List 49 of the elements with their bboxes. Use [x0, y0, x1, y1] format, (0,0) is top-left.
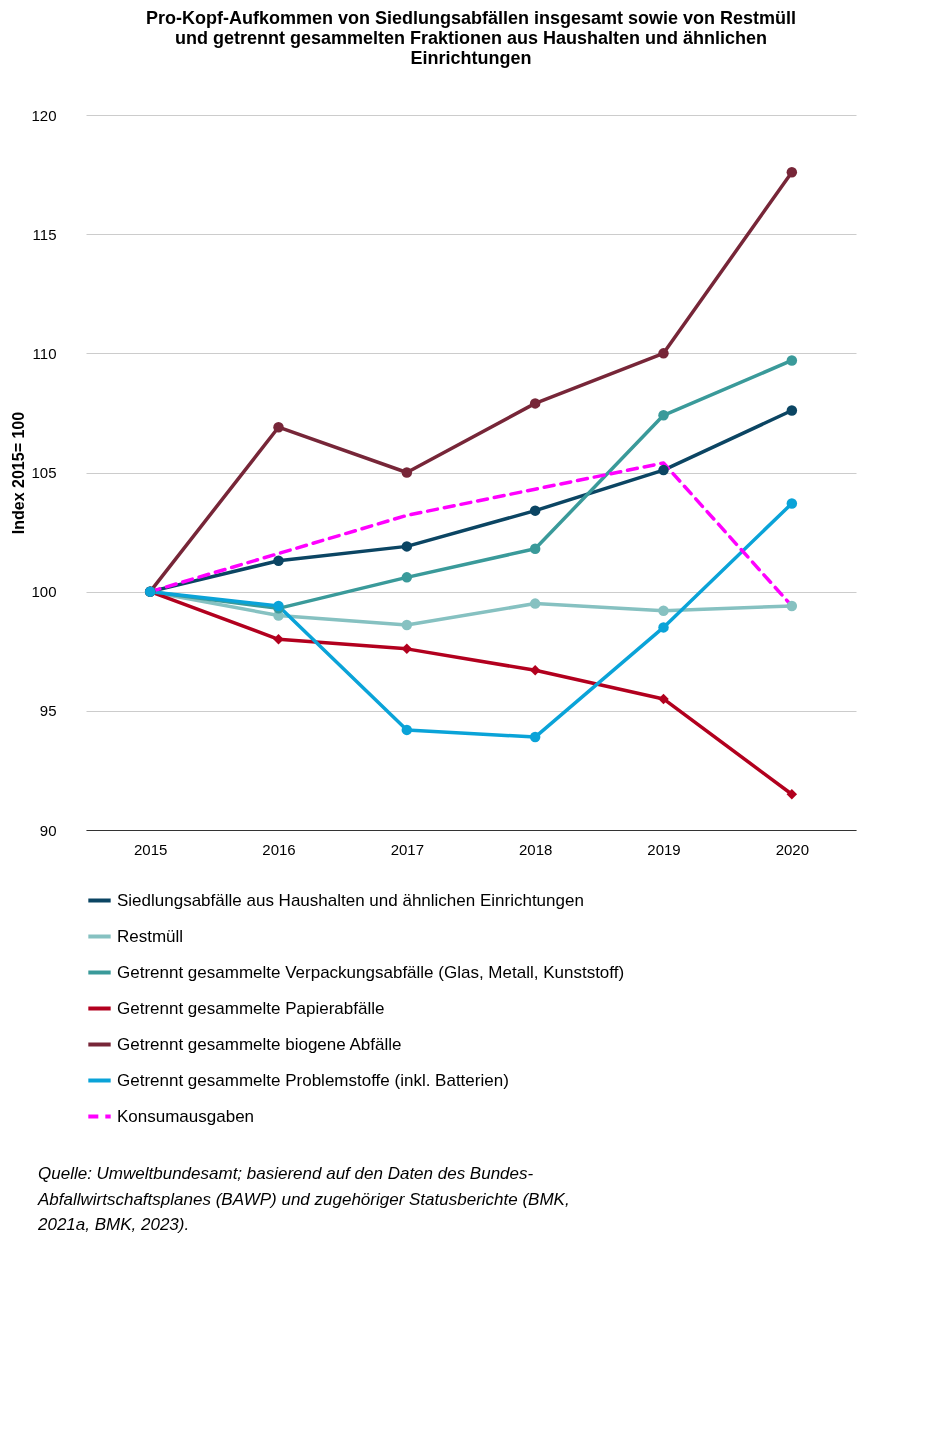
point	[401, 724, 413, 736]
point	[529, 505, 541, 516]
point	[273, 555, 284, 566]
legend-label: Getrennt gesammelte Papierabfälle	[117, 998, 385, 1018]
point	[529, 665, 541, 676]
x-tick-label: 2018	[518, 840, 553, 858]
y-tick-label: 110	[32, 344, 57, 362]
point	[658, 622, 669, 633]
point	[658, 464, 669, 476]
x-tick-label: 2017	[390, 840, 425, 858]
legend-label: Siedlungsabfälle aus Haushalten und ähnlichen Einrichtungen	[117, 890, 584, 910]
point	[786, 166, 798, 178]
point	[786, 789, 798, 800]
point	[529, 398, 541, 409]
point	[658, 605, 669, 616]
point	[658, 693, 669, 705]
point	[658, 348, 669, 359]
x-tick-label: 2019	[647, 840, 681, 858]
y-tick-label: 95	[39, 702, 57, 720]
point	[658, 410, 669, 421]
x-tick-label: 2015	[133, 840, 168, 858]
x-tick-label: 2020	[775, 840, 810, 858]
point	[273, 421, 284, 433]
legend-label: Getrennt gesammelte Verpackungsabfälle (Glas, Metall, Kunststoff)	[117, 962, 625, 982]
legend-label: Getrennt gesammelte Problemstoffe (inkl. Batterien)	[117, 1070, 509, 1090]
y-axis-title: Index 2015= 100	[10, 411, 28, 535]
y-tick-label: 100	[31, 583, 57, 601]
point	[529, 543, 541, 554]
point	[273, 634, 284, 645]
point	[529, 731, 541, 743]
legend-label: Restmüll	[117, 926, 184, 946]
point	[401, 572, 413, 583]
point	[786, 405, 798, 416]
legend-label: Konsumausgaben	[117, 1106, 255, 1126]
point	[786, 498, 798, 509]
x-tick-label: 2016	[262, 840, 296, 858]
chart-title: Pro-Kopf-Aufkommen von Siedlungsabfällen insgesamt sowie von Restmüll und getrennt gesammelten Fraktionen aus Haushalten und ähnlichen Einrichtungen	[145, 8, 797, 68]
point	[401, 541, 413, 552]
y-tick-label: 115	[32, 225, 57, 243]
y-tick-label: 105	[31, 464, 57, 481]
point	[786, 600, 798, 612]
y-tick-label: 90	[39, 821, 57, 839]
point	[401, 467, 413, 478]
source-note: Quelle: Umweltbundesamt; basierend auf den Daten des Bundes-Abfallwirtschaftsplanes (BAWP) und zugehöriger Statusberichte (BMK, 2021a, BMK, 2023).	[38, 1163, 571, 1236]
y-tick-label: 120	[31, 106, 57, 124]
legend-label: Getrennt gesammelte biogene Abfälle	[117, 1034, 402, 1054]
point	[529, 598, 541, 609]
point	[786, 355, 798, 366]
point	[401, 619, 413, 631]
